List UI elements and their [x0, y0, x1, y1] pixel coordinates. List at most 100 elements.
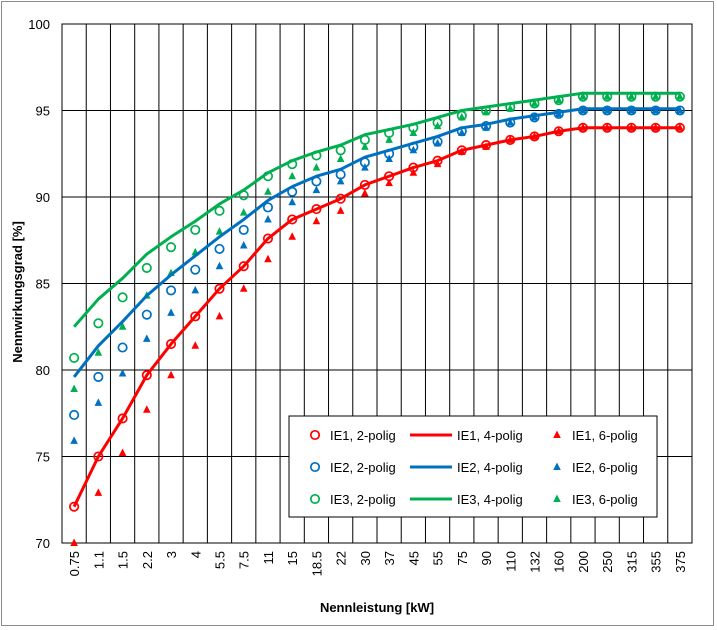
triangle-marker: [506, 118, 515, 126]
circle-marker: [238, 261, 249, 272]
triangle-marker: [336, 206, 345, 214]
triangle-marker: [167, 308, 175, 316]
x-tick-label: 375: [673, 551, 688, 573]
series-ie2-line: [72, 107, 680, 378]
circle-marker: [117, 292, 128, 303]
triangle-marker: [458, 112, 466, 121]
legend-label: IE1, 2-polig: [330, 428, 396, 443]
legend-entry: IE2, 6-polig: [553, 460, 638, 475]
circle-marker: [674, 105, 685, 116]
triangle-marker: [215, 227, 224, 235]
triangle-marker: [506, 104, 515, 112]
triangle-marker: [579, 92, 587, 100]
triangle-marker: [312, 163, 321, 171]
triangle-marker: [239, 284, 248, 292]
triangle-marker: [143, 405, 151, 413]
y-axis-ticks: 70 75 80 85 90 95 100: [28, 17, 50, 551]
legend-swatch: [553, 430, 561, 438]
triangle-marker: [118, 322, 127, 330]
circle-marker: [262, 202, 274, 213]
legend-swatch: [309, 493, 321, 505]
circle-marker: [214, 243, 225, 254]
x-axis-ticks: 0.75 1.1 1.5 2.2 3 4 5.5 7.5 11 15 18.5 22 30 37 45 55 7…: [67, 551, 688, 576]
legend-entry: IE1, 6-polig: [553, 428, 638, 443]
circle-marker: [165, 338, 177, 350]
circle-marker: [69, 409, 80, 421]
circle-marker: [602, 105, 613, 116]
triangle-marker: [118, 448, 127, 457]
legend-swatch: [309, 429, 321, 441]
y-tick-label: 75: [36, 450, 50, 465]
series-group: [69, 91, 685, 546]
triangle-marker: [288, 171, 296, 180]
y-axis-title: Nennwirkungsgrad [%]: [10, 221, 25, 363]
x-tick-label: 75: [455, 551, 470, 565]
legend-entry: IE1, 2-polig: [309, 428, 396, 443]
legend-entry: IE3, 2-polig: [309, 492, 396, 507]
circle-marker: [190, 311, 201, 322]
plot-area: [61, 23, 693, 544]
x-tick-label: 11: [261, 551, 276, 565]
triangle-marker: [312, 185, 321, 194]
circle-marker: [262, 233, 274, 244]
x-tick-label: 1.5: [116, 551, 131, 569]
y-tick-label: 95: [36, 104, 50, 119]
x-tick-label: 55: [431, 551, 446, 565]
triangle-marker: [603, 92, 611, 100]
x-tick-label: 5.5: [213, 551, 228, 569]
circle-marker: [165, 285, 177, 296]
x-tick-label: 250: [600, 551, 615, 573]
circle-marker: [190, 224, 201, 235]
legend-entry: IE1, 4-polig: [410, 428, 523, 443]
triangle-marker: [651, 92, 660, 100]
series-ie3-line: [72, 91, 680, 328]
triangle-marker: [385, 178, 393, 187]
circle-marker: [69, 352, 80, 363]
circle-marker: [626, 105, 637, 116]
x-tick-label: 355: [649, 551, 664, 573]
legend: IE1, 2-polig IE1, 4-polig IE1, 6-polig IE2,…: [288, 415, 658, 518]
circle-marker: [141, 309, 152, 320]
x-axis-title: Nennleistung [kW]: [320, 600, 434, 615]
x-tick-label: 7.5: [237, 551, 252, 569]
circle-marker: [93, 318, 104, 329]
triangle-marker: [312, 216, 321, 225]
legend-box: [288, 415, 658, 518]
circle-marker: [117, 342, 128, 353]
triangle-marker: [482, 107, 490, 116]
legend-swatch: [309, 461, 321, 473]
x-tick-label: 0.75: [67, 551, 82, 576]
legend-swatch: [553, 462, 561, 470]
x-tick-label: 3: [164, 551, 179, 558]
legend-entry: IE3, 6-polig: [553, 492, 638, 507]
triangle-marker: [288, 232, 296, 240]
triangle-marker: [94, 488, 103, 496]
triangle-marker: [288, 197, 296, 206]
circle-marker: [141, 262, 152, 273]
triangle-marker: [482, 123, 490, 131]
triangle-marker: [336, 154, 345, 162]
triangle-marker: [361, 189, 369, 197]
x-tick-label: 4: [188, 551, 203, 558]
legend-entry: IE2, 4-polig: [410, 460, 523, 475]
legend-label: IE1, 6-polig: [572, 428, 638, 443]
x-tick-label: 315: [624, 551, 639, 573]
circle-marker: [117, 413, 128, 424]
circle-marker: [141, 370, 152, 381]
circle-marker: [650, 105, 661, 116]
y-tick-label: 100: [28, 17, 50, 32]
x-tick-label: 1.1: [91, 551, 106, 569]
triangle-marker: [191, 285, 200, 294]
circle-marker: [165, 242, 177, 253]
circle-marker: [214, 283, 225, 294]
triangle-marker: [458, 128, 466, 136]
legend-label: IE2, 2-polig: [330, 460, 396, 475]
triangle-marker: [264, 187, 272, 195]
x-tick-label: 30: [358, 551, 373, 565]
circle-marker: [93, 451, 104, 462]
circle-marker: [93, 371, 104, 382]
triangle-marker: [70, 384, 78, 393]
triangle-marker: [215, 311, 224, 320]
x-tick-label: 15: [285, 551, 300, 565]
